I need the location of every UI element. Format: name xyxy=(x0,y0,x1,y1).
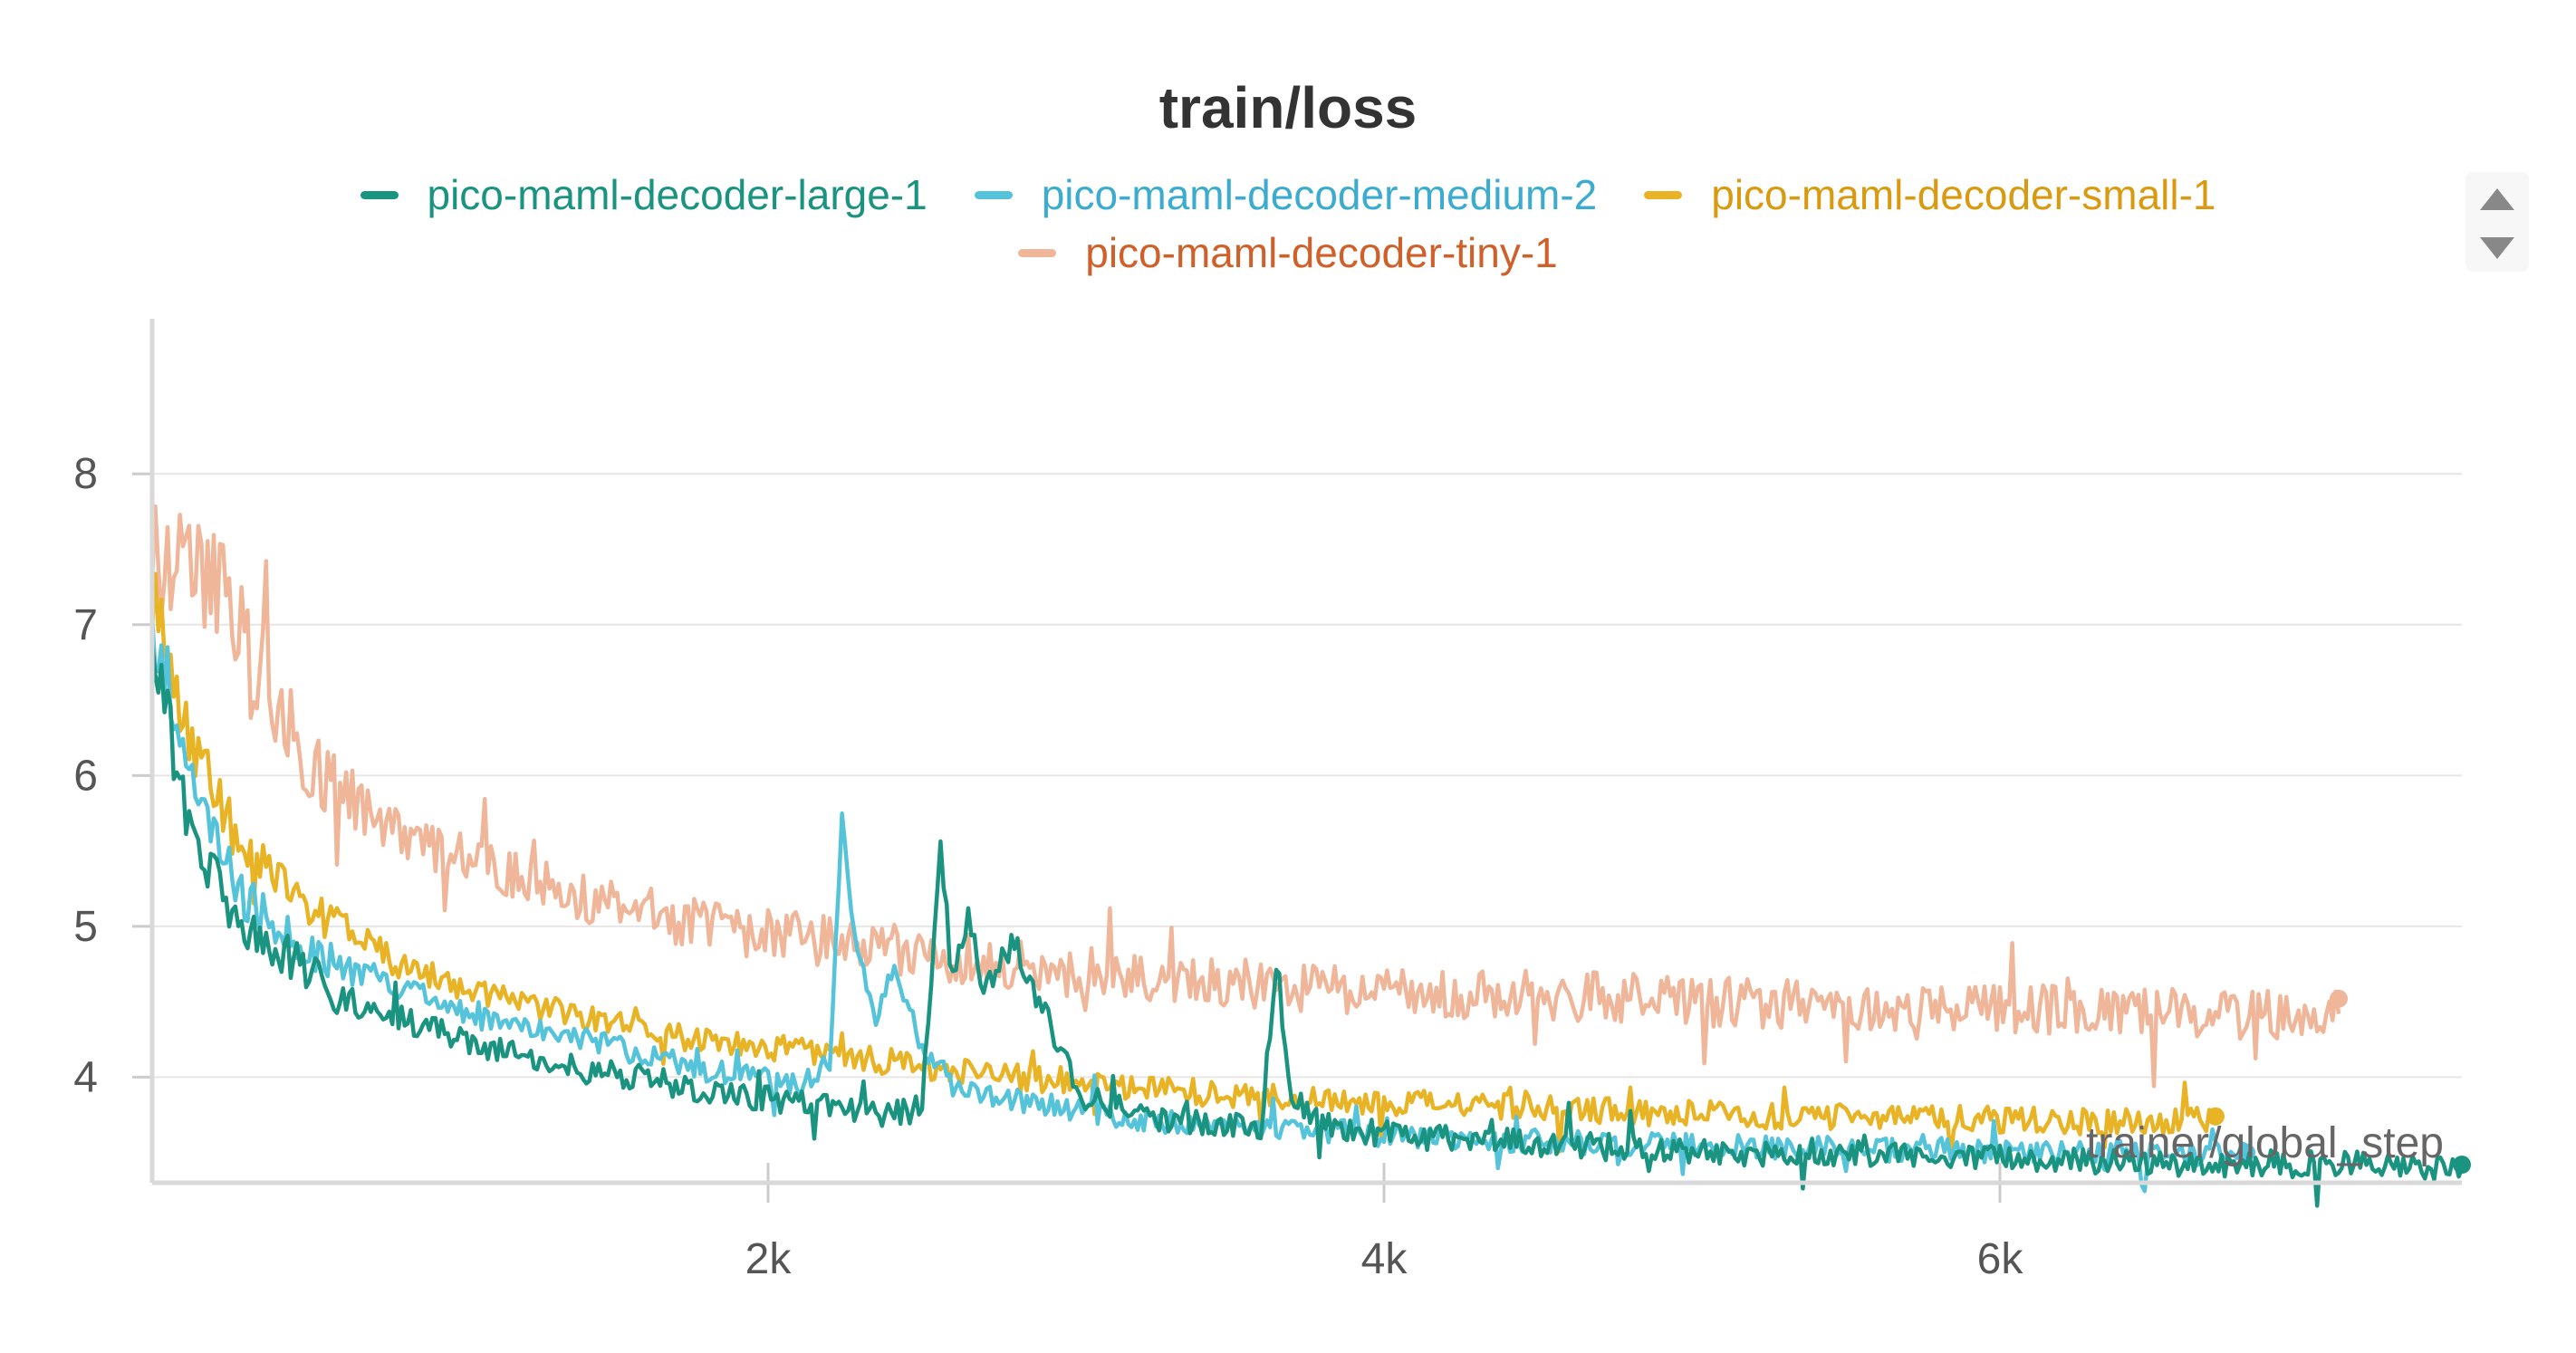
legend-label-medium: pico-maml-decoder-medium-2 xyxy=(1041,171,1598,218)
legend-item-small[interactable]: pico-maml-decoder-small-1 xyxy=(1644,170,2216,219)
legend-swatch-large xyxy=(360,190,399,199)
chart-title: train/loss xyxy=(1158,75,1418,140)
legend-label-tiny: pico-maml-decoder-tiny-1 xyxy=(1085,229,1558,276)
grid xyxy=(152,473,2462,1079)
series-line-3[interactable] xyxy=(149,504,2341,1089)
x-tick-label: 2k xyxy=(745,1235,793,1283)
legend-label-large: pico-maml-decoder-large-1 xyxy=(427,171,928,218)
legend-second-row: pico-maml-decoder-tiny-1 xyxy=(0,228,2576,277)
y-tick-label: 4 xyxy=(73,1053,98,1101)
legend-item-medium[interactable]: pico-maml-decoder-medium-2 xyxy=(974,170,1598,219)
legend-swatch-small xyxy=(1644,190,1683,199)
y-tick-label: 7 xyxy=(73,601,98,649)
y-tick-label: 8 xyxy=(73,450,98,498)
x-tick-label: 4k xyxy=(1361,1235,1408,1283)
legend-item-tiny[interactable]: pico-maml-decoder-tiny-1 xyxy=(1018,228,1558,277)
series-line-2[interactable] xyxy=(149,571,2218,1160)
axes: 4 5 6 7 8 2k 4k 6k xyxy=(73,319,2462,1283)
series-lines xyxy=(149,504,2471,1208)
legend: pico-maml-decoder-large-1 pico-maml-deco… xyxy=(0,170,2576,219)
scroll-up-icon[interactable] xyxy=(2480,188,2514,210)
legend-label-small: pico-maml-decoder-small-1 xyxy=(1711,171,2216,218)
series-line-0[interactable] xyxy=(149,642,2465,1208)
legend-swatch-medium xyxy=(974,190,1013,199)
legend-scroll xyxy=(2465,172,2529,272)
legend-swatch-tiny xyxy=(1018,248,1057,257)
y-tick-label: 6 xyxy=(73,752,98,800)
series-end-point-3 xyxy=(2330,989,2348,1008)
series-end-point-2 xyxy=(2206,1107,2225,1126)
x-tick-label: 6k xyxy=(1977,1235,2024,1283)
scroll-down-icon[interactable] xyxy=(2480,237,2514,259)
x-axis-title: trainer/global_step xyxy=(2086,1119,2444,1167)
series-end-point-0 xyxy=(2453,1156,2471,1175)
legend-item-large[interactable]: pico-maml-decoder-large-1 xyxy=(360,170,928,219)
y-tick-label: 5 xyxy=(73,903,98,951)
